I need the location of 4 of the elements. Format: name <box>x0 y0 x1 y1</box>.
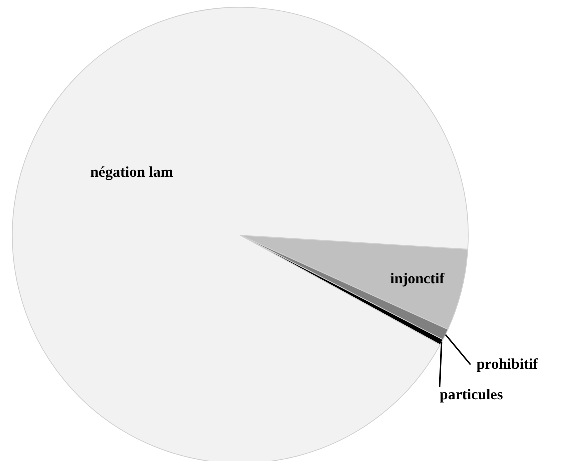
slice-label: particules <box>440 387 504 404</box>
slice-label: prohibitif <box>476 356 540 373</box>
slice-label: négation lam <box>90 164 174 181</box>
slice-label: injonctif <box>390 271 446 288</box>
